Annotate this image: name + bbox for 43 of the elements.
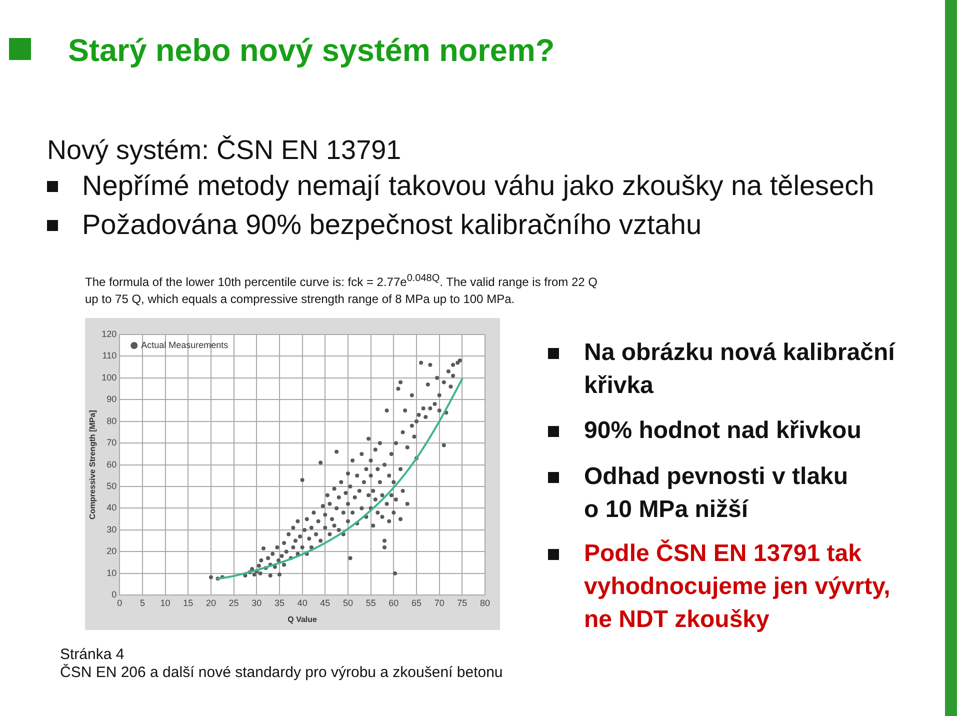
x-tick-label: 20 <box>206 598 216 608</box>
x-tick-label: 65 <box>411 598 422 608</box>
x-tick-label: 30 <box>252 598 262 608</box>
x-tick-label: 10 <box>160 598 170 608</box>
legend-label: Actual Measurements <box>141 340 229 350</box>
y-tick-label: 120 <box>102 328 117 339</box>
x-tick-label: 80 <box>480 598 490 608</box>
y-tick-label: 90 <box>106 394 117 404</box>
text: Požadována 90% bezpečnost kalibračního vztahu <box>82 209 703 241</box>
x-tick-label: 15 <box>183 598 194 608</box>
x-tick-label: 55 <box>366 598 376 608</box>
text: ČSN EN 206 a další nové standardy pro výrobu a zkoušení betonu <box>60 664 504 681</box>
text: Podle ČSN EN 13791 tak vyhodnocujeme jen vývrty, ne NDT zkoušky <box>584 538 892 635</box>
y-tick-label: 60 <box>106 459 117 470</box>
text: Na obrázku nová kalibrační křivka <box>584 338 896 401</box>
x-tick-label: 70 <box>434 598 444 608</box>
chart-title: Starý nebo nový systém norem? <box>68 32 555 68</box>
y-tick-label: 110 <box>102 350 117 361</box>
y-tick-label: 20 <box>106 546 117 556</box>
x-tick-label: 75 <box>457 598 468 608</box>
y-tick-label: 10 <box>106 568 117 578</box>
y-tick-label: 80 <box>106 416 117 426</box>
y-tick-label: 30 <box>106 524 117 534</box>
text: 90% hodnot nad křivkou <box>584 416 862 446</box>
y-tick-label: 70 <box>106 438 117 448</box>
text: Nepřímé metody nemají takovou váhu jako zkoušky na tělesech <box>82 170 876 202</box>
x-tick-label: 45 <box>320 598 330 608</box>
text: Stránka 4 <box>60 646 126 663</box>
y-tick-label: 100 <box>102 372 117 382</box>
text: The formula of the lower 10th percentile curve is: fck = 2.77e$^{0.048Q}$. The valid range is from 22 Q up to 75 Q, which equals a compressive strength range of 8 MPa up to 100 MPa. <box>85 272 599 308</box>
y-tick-label: 0 <box>112 590 117 600</box>
x-tick-label: 5 <box>140 598 145 608</box>
x-axis-title: Q Value <box>288 614 318 624</box>
x-tick-label: 50 <box>342 598 353 608</box>
x-tick-label: 25 <box>228 598 239 608</box>
y-tick-label: 40 <box>106 502 117 513</box>
x-tick-label: 40 <box>297 598 308 608</box>
x-tick-label: 60 <box>388 598 399 608</box>
y-tick-label: 50 <box>106 481 117 491</box>
text: Nový systém: ČSN EN 13791 <box>47 134 402 166</box>
text: Odhad pevnosti v tlaku o 10 MPa nižší <box>584 462 850 525</box>
x-tick-label: 35 <box>274 598 284 608</box>
y-axis-title: Compressive Strength [MPa] <box>88 410 98 520</box>
